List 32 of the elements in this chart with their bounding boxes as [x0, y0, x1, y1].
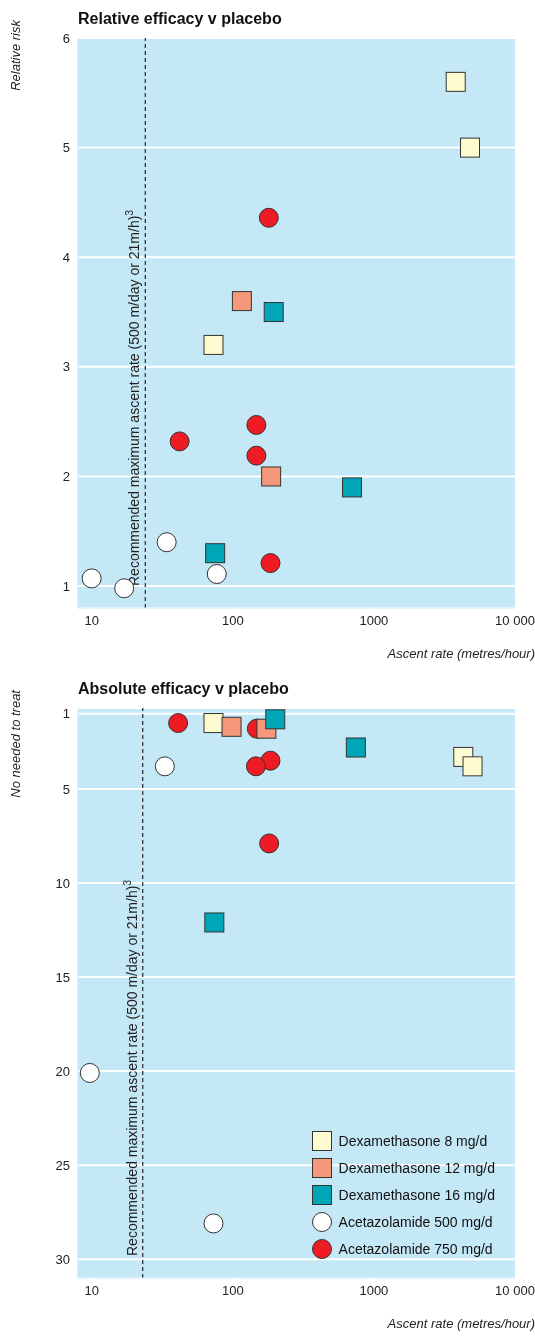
- y-tick-label: 3: [62, 359, 70, 375]
- y-tick-label: 10: [55, 875, 70, 891]
- legend-label: Acetazolamide 750 mg/d: [338, 1240, 493, 1257]
- y-tick-label: 25: [55, 1157, 70, 1173]
- y-tick-label: 4: [62, 249, 70, 265]
- x-axis-title: Ascent rate (metres/hour): [387, 646, 535, 661]
- x-tick-label: 10 000: [495, 613, 535, 629]
- x-tick-label: 1000: [359, 613, 389, 629]
- x-tick-label: 100: [221, 613, 244, 629]
- y-tick-label: 5: [62, 781, 70, 797]
- x-tick-label: 10: [84, 1283, 99, 1299]
- x-tick-label: 100: [221, 1283, 244, 1299]
- x-tick-label: 10 000: [495, 1283, 535, 1299]
- chart-title: Relative efficacy v placebo: [78, 10, 282, 28]
- y-tick-label: 2: [62, 469, 70, 485]
- x-axis-title: Ascent rate (metres/hour): [387, 1316, 535, 1331]
- y-tick-label: 1: [62, 706, 70, 722]
- legend-label: Dexamethasone 12 mg/d: [338, 1159, 495, 1176]
- y-tick-label: 20: [55, 1063, 70, 1079]
- legend-label: Dexamethasone 16 mg/d: [338, 1186, 495, 1203]
- y-axis-title: Relative risk: [8, 20, 23, 91]
- y-tick-label: 1: [62, 578, 70, 594]
- y-tick-label: 5: [62, 140, 70, 156]
- y-tick-label: 30: [55, 1251, 70, 1267]
- y-axis-title: No needed to treat: [8, 690, 23, 798]
- x-tick-label: 10: [84, 613, 99, 629]
- y-tick-label: 6: [62, 30, 70, 46]
- chart-title: Absolute efficacy v placebo: [78, 680, 289, 698]
- legend-label: Dexamethasone 8 mg/d: [338, 1132, 488, 1149]
- y-tick-label: 15: [55, 969, 70, 985]
- legend-label: Acetazolamide 500 mg/d: [338, 1213, 493, 1230]
- x-tick-label: 1000: [359, 1283, 389, 1299]
